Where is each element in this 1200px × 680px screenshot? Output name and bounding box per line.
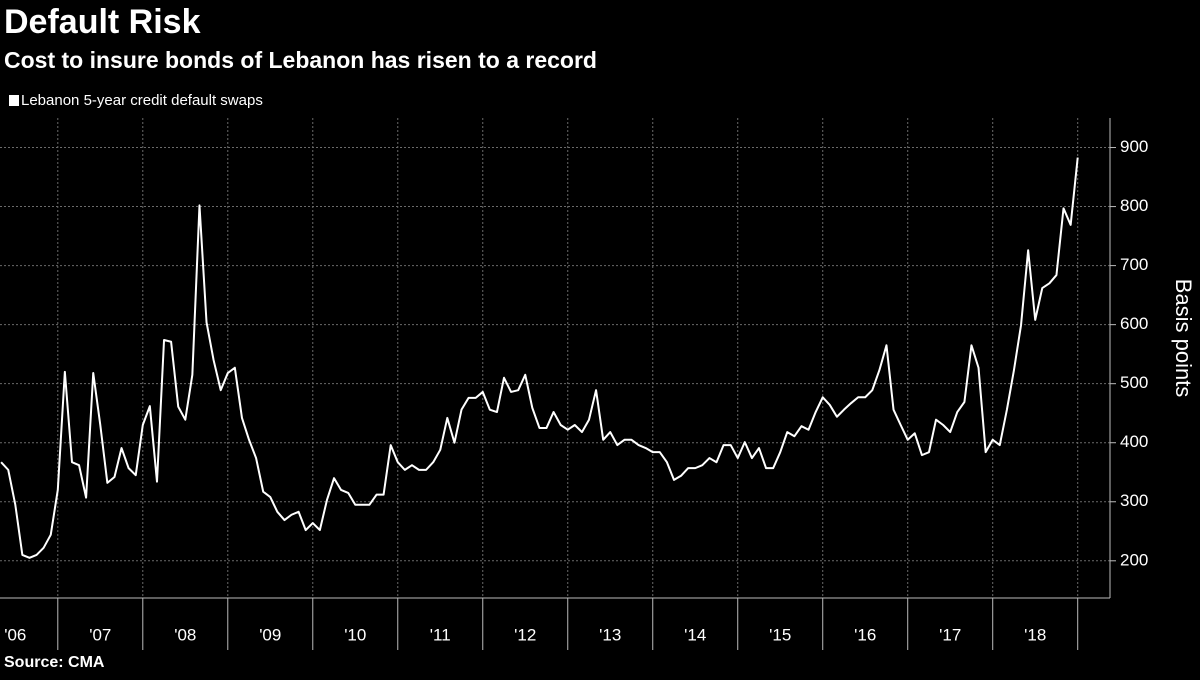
- y-tick-label: 600: [1120, 314, 1148, 333]
- x-tick-label: '17: [939, 625, 961, 644]
- x-tick-label: '10: [344, 625, 366, 644]
- x-tick-label: '11: [430, 625, 451, 644]
- y-tick-label: 500: [1120, 373, 1148, 392]
- y-tick-label: 800: [1120, 196, 1148, 215]
- chart-subtitle: Cost to insure bonds of Lebanon has rise…: [4, 47, 597, 73]
- x-tick-label: '14: [684, 625, 706, 644]
- x-tick-label: '08: [174, 625, 196, 644]
- y-tick-label: 300: [1120, 491, 1148, 510]
- x-tick-label: '09: [259, 625, 281, 644]
- y-tick-label: 900: [1120, 137, 1148, 156]
- source: Source: CMA: [4, 654, 105, 671]
- y-tick-label: 200: [1120, 550, 1148, 569]
- data-line: [0, 157, 1079, 559]
- legend-swatch: [9, 95, 19, 106]
- x-tick-label: '07: [89, 625, 111, 644]
- x-tick-label: '15: [769, 625, 791, 644]
- x-tick-label: '06: [4, 625, 26, 644]
- legend-label: Lebanon 5-year credit default swaps: [21, 92, 263, 109]
- x-tick-label: '12: [514, 625, 536, 644]
- y-tick-label: 700: [1120, 255, 1148, 274]
- y-tick-label: 400: [1120, 432, 1148, 451]
- x-tick-label: '13: [599, 625, 621, 644]
- chart-title: Default Risk: [4, 3, 201, 41]
- y-axis-label: Basis points: [1171, 279, 1196, 398]
- x-tick-label: '16: [854, 625, 876, 644]
- x-tick-label: '18: [1024, 625, 1046, 644]
